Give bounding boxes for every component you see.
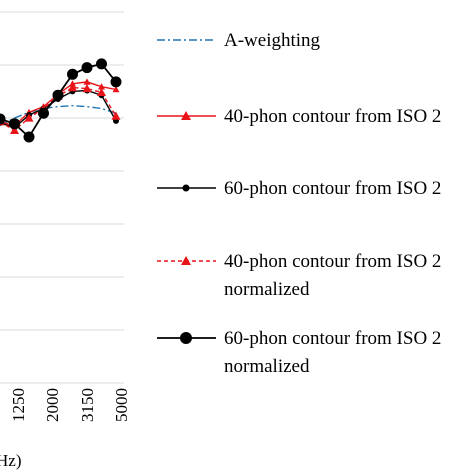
legend-label: normalized xyxy=(224,279,310,300)
legend-marker xyxy=(182,184,190,192)
data-point xyxy=(52,89,64,101)
legend-label: normalized xyxy=(224,356,310,377)
data-point xyxy=(23,131,35,143)
data-point xyxy=(9,118,20,130)
series-line xyxy=(0,104,117,127)
legend-label: A-weighting xyxy=(224,30,321,51)
data-point xyxy=(83,78,91,85)
x-tick-label: 5000 xyxy=(112,388,131,422)
data-point xyxy=(38,107,49,119)
legend-label: 40-phon contour from ISO 2 xyxy=(224,251,441,272)
data-point xyxy=(67,68,78,80)
data-point xyxy=(98,83,105,90)
data-point xyxy=(10,125,19,134)
x-tick-labels: 1250 2000 3150 5000 xyxy=(9,388,131,422)
legend-label: 60-phon contour from ISO 2 xyxy=(224,328,441,349)
data-point xyxy=(82,84,92,93)
plot-area xyxy=(0,58,122,143)
x-axis-label: Hz) xyxy=(0,451,21,470)
data-point xyxy=(81,62,93,74)
legend: A-weighting 40-phon contour from ISO 2 60-… xyxy=(157,30,441,377)
data-point xyxy=(96,58,107,70)
legend-label: 40-phon contour from ISO 2 xyxy=(224,106,441,127)
legend-label: 60-phon contour from ISO 2 xyxy=(224,178,441,199)
data-point xyxy=(97,87,106,96)
data-point xyxy=(110,76,122,88)
gridlines xyxy=(0,11,124,384)
data-point xyxy=(0,113,6,125)
data-point xyxy=(111,111,121,120)
data-point xyxy=(112,86,120,93)
x-tick-label: 2000 xyxy=(43,388,62,422)
legend-marker xyxy=(180,332,192,344)
legend-marker xyxy=(181,256,191,265)
data-point xyxy=(24,113,34,122)
data-point xyxy=(68,83,77,92)
x-tick-label: 3150 xyxy=(78,388,97,422)
x-tick-label: 1250 xyxy=(9,388,28,422)
legend-marker xyxy=(181,111,191,120)
